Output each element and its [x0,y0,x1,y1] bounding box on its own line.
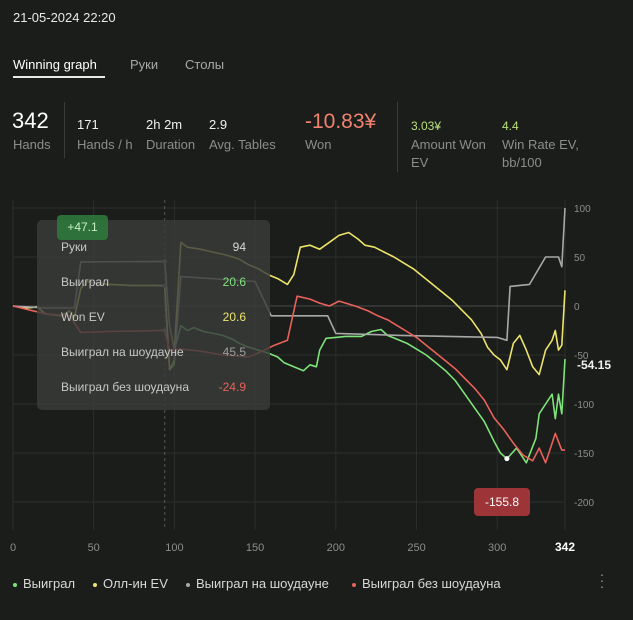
legend-label: Выиграл без шоудауна [362,576,501,591]
legend-dot-icon [93,582,97,587]
duration-label: Duration [146,137,196,152]
tooltip-hands-value: 94 [232,240,246,254]
x-tick-label: 342 [555,540,575,554]
tooltip-non-showdown-label: Выиграл без шоудауна [61,380,189,394]
tooltip-won-ev-value: 20.6 [222,310,246,324]
hover-value-badge: +47.1 [57,215,108,240]
stats-divider [64,102,65,158]
legend-item-won[interactable]: Выиграл [13,576,75,591]
legend-dot-icon [352,582,356,587]
tab-winning-graph[interactable]: Winning graph [13,57,97,72]
hands-label: Hands [13,137,51,152]
legend-dot-icon [13,582,17,587]
end-value-label: -54.15 [577,358,612,372]
amount-won-ev-label-line2: EV [411,155,429,170]
x-tick-label: 150 [246,542,264,554]
legend-item-showdown[interactable]: Выиграл на шоудауне [186,576,329,591]
tooltip-non-showdown-value: -24.9 [218,380,246,394]
legend-item-non-showdown[interactable]: Выиграл без шоудауна [352,576,501,591]
hands-per-hour-value: 171 [77,117,99,132]
tooltip-showdown-label: Выиграл на шоудауне [61,345,184,359]
hands-value: 342 [12,108,49,133]
y-tick-label: -200 [574,498,594,509]
tab-tables[interactable]: Столы [185,57,225,72]
min-value-badge: -155.8 [474,488,530,516]
avg-tables-label: Avg. Tables [209,137,276,152]
tab-hands[interactable]: Руки [130,57,159,72]
tooltip-won-label: Выиграл [61,275,110,289]
active-tab-indicator [13,76,105,78]
legend-label: Олл-ин EV [103,576,168,591]
x-tick-label: 50 [88,542,100,554]
more-vertical-icon[interactable]: · · · [599,566,605,594]
x-tick-label: 100 [165,542,183,554]
legend-dot-icon [186,582,190,587]
y-tick-label: 0 [574,302,580,313]
legend-item-allin-ev[interactable]: Олл-ин EV [93,576,168,591]
tooltip-hands-label: Руки [61,240,87,254]
x-tick-label: 200 [327,542,345,554]
chart-tooltip [37,220,270,410]
x-tick-label: 0 [10,542,16,554]
avg-tables-value: 2.9 [209,117,228,132]
legend-label: Выиграл на шоудауне [196,576,329,591]
session-date: 21-05-2024 22:20 [13,10,116,25]
x-tick-label: 300 [488,542,506,554]
legend-label: Выиграл [23,576,76,591]
won-label: Won [305,137,332,152]
duration-value: 2h 2m [146,117,183,132]
amount-won-ev-label-line1: Amount Won [411,137,486,152]
y-tick-label: -150 [574,449,594,460]
hands-per-hour-label: Hands / h [77,137,133,152]
stats-divider-ev [397,102,398,172]
win-rate-ev-label-line2: bb/100 [502,155,542,170]
win-rate-ev-value: 4.4 [502,119,519,133]
tooltip-showdown-value: 45.5 [222,345,246,359]
y-tick-label: -50 [574,351,589,362]
y-tick-label: -100 [574,400,594,411]
y-tick-label: 100 [574,204,591,215]
x-tick-label: 250 [407,542,425,554]
tooltip-won-ev-label: Won EV [61,310,105,324]
min-point [504,456,510,462]
tooltip-won-value: 20.6 [222,275,246,289]
y-tick-label: 50 [574,253,586,264]
amount-won-ev-value: 3.03¥ [411,119,442,133]
win-rate-ev-label-line1: Win Rate EV, [502,137,579,152]
won-value: -10.83¥ [305,110,377,133]
